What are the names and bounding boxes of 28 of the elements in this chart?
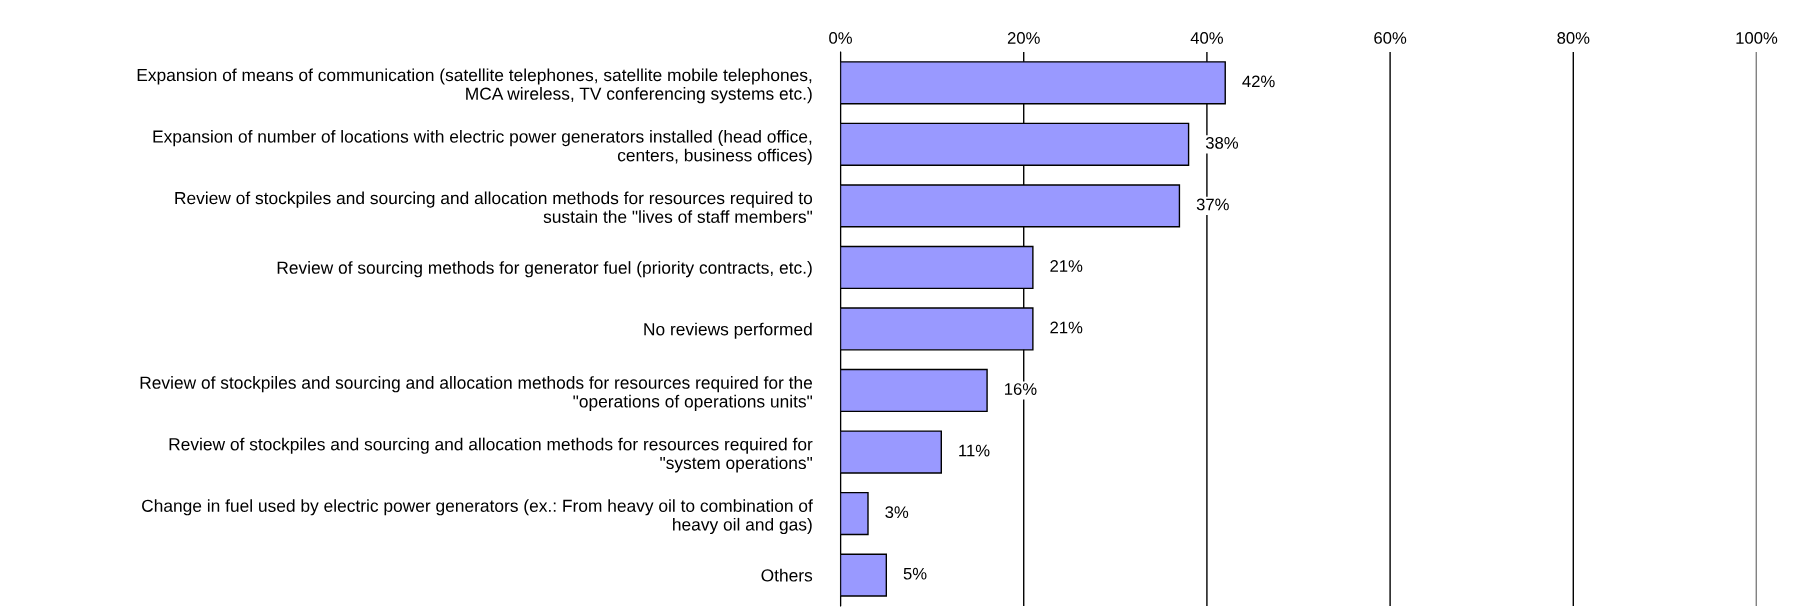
- y-tick-label: Change in fuel used by electric power generators (ex.: From heavy oil to combination of heavy oil and gas): [142, 499, 813, 535]
- data-label: 5%: [903, 567, 927, 580]
- x-tick-label: 100%: [1736, 32, 1778, 44]
- y-tick-label: Expansion of number of locations with electric power generators installed (head office, centers, business offices): [153, 129, 812, 165]
- data-label: 21%: [1050, 321, 1083, 334]
- data-label: 37%: [1196, 198, 1229, 211]
- data-label: 16%: [1005, 383, 1037, 395]
- y-tick-label: Review of stockpiles and sourcing and allocation methods for resources required for the "operations of operations units": [140, 376, 813, 411]
- data-label: 38%: [1205, 137, 1239, 149]
- bar: [840, 553, 888, 597]
- y-tick-label: No reviews performed: [644, 322, 812, 339]
- y-tick-label: Others: [761, 568, 813, 582]
- x-tick-label: 60%: [1374, 32, 1407, 44]
- bar: [840, 491, 869, 536]
- y-tick-label: Review of sourcing methods for generator fuel (priority contracts, etc.): [277, 261, 812, 278]
- x-tick-label: 40%: [1190, 32, 1223, 44]
- y-tick-label: Review of stockpiles and sourcing and allocation methods for resources required to sustain the "lives of staff members": [175, 191, 813, 223]
- bar: [840, 368, 988, 413]
- bar: [840, 430, 942, 474]
- data-label: 11%: [959, 444, 990, 457]
- x-tick-label: 20%: [1007, 32, 1040, 44]
- x-tick-label: 80%: [1557, 32, 1590, 44]
- data-label: 42%: [1242, 75, 1275, 88]
- x-tick-label: 0%: [829, 32, 852, 44]
- data-label: 3%: [885, 506, 909, 519]
- y-tick-label: Review of stockpiles and sourcing and allocation methods for resources required for "system operations": [169, 437, 813, 473]
- y-tick-label: Expansion of means of communication (satellite telephones, satellite mobile telephones, MCA wireless, TV conferencing systems etc.): [137, 68, 812, 104]
- data-label: 21%: [1050, 260, 1083, 272]
